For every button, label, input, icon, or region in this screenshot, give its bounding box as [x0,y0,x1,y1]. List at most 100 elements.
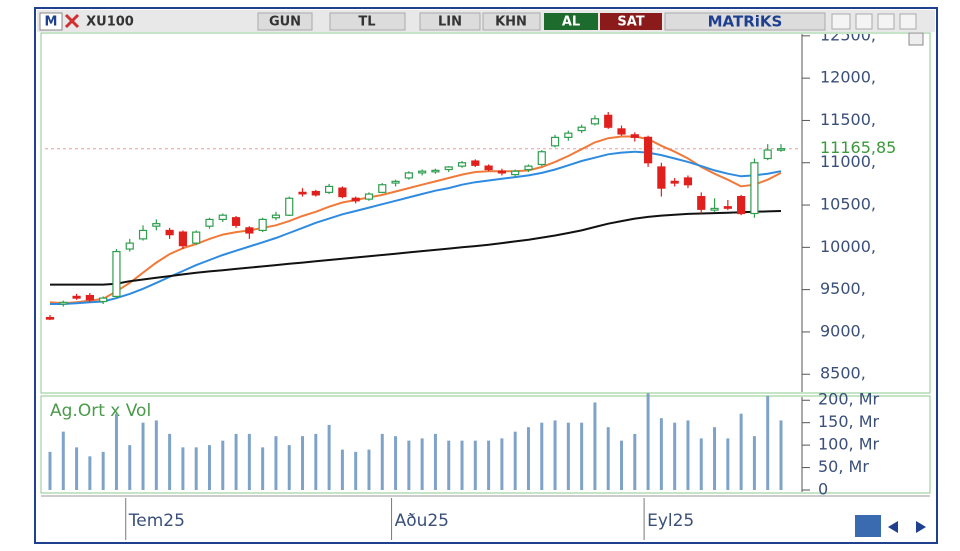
moving-average [50,210,782,286]
y-tick-label: 11000, [820,152,876,171]
x-tick-label: Tem25 [128,511,185,531]
volume-bar [526,427,530,490]
menu-button[interactable] [39,12,63,31]
volume-bar [101,451,105,490]
candle-body [192,231,201,244]
menu-label: M [45,15,58,30]
volume-bar [141,422,145,490]
volume-bar [553,420,557,490]
volume-bar [766,395,770,490]
prev-button[interactable] [888,521,898,533]
volume-bar [380,433,384,490]
candle-body [750,162,759,215]
volume-bar [247,433,251,490]
y-tick-label: 9500, [820,279,866,298]
nav [855,515,926,537]
volume-bar [566,422,570,490]
style: KHN [495,15,527,30]
symbol: XU100 [86,15,134,30]
candle-body [776,148,786,151]
candle-body [338,187,347,198]
buy: AL [562,15,580,30]
candle-body [112,250,121,298]
x-tick-label: Aðu25 [395,511,449,531]
volume-bar [779,420,783,490]
candle-body [125,242,134,250]
candle-body [364,193,374,200]
brand: MATRiKS [708,13,783,31]
volume-bar [726,438,730,490]
volume-panel [40,395,931,494]
candle-body [590,118,600,125]
candle-body [763,149,772,160]
period-button[interactable] [257,12,313,31]
candle-body [218,214,227,221]
volume-bar [686,420,690,490]
currency-button[interactable] [329,12,406,31]
sell: SAT [617,15,644,30]
candle-body [258,218,267,232]
window-button[interactable] [855,13,873,30]
volume-bar [739,413,743,490]
candle-body [444,166,453,171]
style-button[interactable] [482,12,541,31]
candle-body [524,165,533,171]
volume-bar [580,422,584,490]
last-price-label: 11165,85 [820,138,896,157]
candle-body [564,132,573,138]
window-button[interactable] [831,13,851,30]
window-button[interactable] [899,13,917,30]
volume-title: Ag.Ort x Vol [50,401,151,421]
window-button[interactable] [877,13,895,30]
brand-box [664,12,826,31]
scale-button[interactable] [419,12,481,31]
y-tick-label: 100, Mr [818,435,880,454]
volume-bar [673,422,677,490]
refresh-button[interactable] [855,515,881,537]
candle-body [205,218,214,227]
candle-body [484,165,493,171]
candle-body [710,207,719,211]
candle-body [670,180,679,184]
volume-bar [114,413,118,490]
candle-body [457,162,467,167]
y-tick-label: 12500, [820,25,876,44]
sell-button[interactable] [600,13,662,30]
volume-bar [287,445,291,490]
icon [64,13,80,29]
volume-bar [473,440,477,490]
candle-body [418,170,427,174]
candle-body [99,297,108,303]
volume-bar [48,451,52,490]
plot-area: 8500, 9000, 9500, 10000, 10500, 11000, 11500, 1… [45,25,876,383]
panel-button[interactable] [908,32,924,46]
scale: LIN [438,15,462,30]
candle-body [138,229,148,240]
y-tick-label: 9000, [820,321,866,340]
candle-body [643,136,653,164]
y-tick-label: 10500, [820,195,876,214]
period: GUN [269,15,301,30]
volume-bar [327,424,331,490]
volume-bar [460,440,464,490]
volume-bar [699,438,703,490]
candle-body [577,126,586,132]
candle-body [391,180,400,184]
volume-bar [713,427,717,490]
volume-bar [75,447,79,490]
volume-bar [367,449,371,490]
y-tick-label: 12000, [820,68,876,87]
buy-button[interactable] [544,13,598,30]
volume-bar [407,440,411,490]
candle-body [737,195,746,215]
y-tick-label: 8500, [820,364,866,383]
volume-bar [340,449,344,490]
volume-bar [168,433,172,490]
candle-body [511,170,520,176]
next-button[interactable] [916,521,926,533]
volume-bar [752,436,756,490]
candle-body [537,151,546,166]
candle-body [657,166,666,189]
candle-body [604,114,613,128]
candle-body [152,223,161,227]
